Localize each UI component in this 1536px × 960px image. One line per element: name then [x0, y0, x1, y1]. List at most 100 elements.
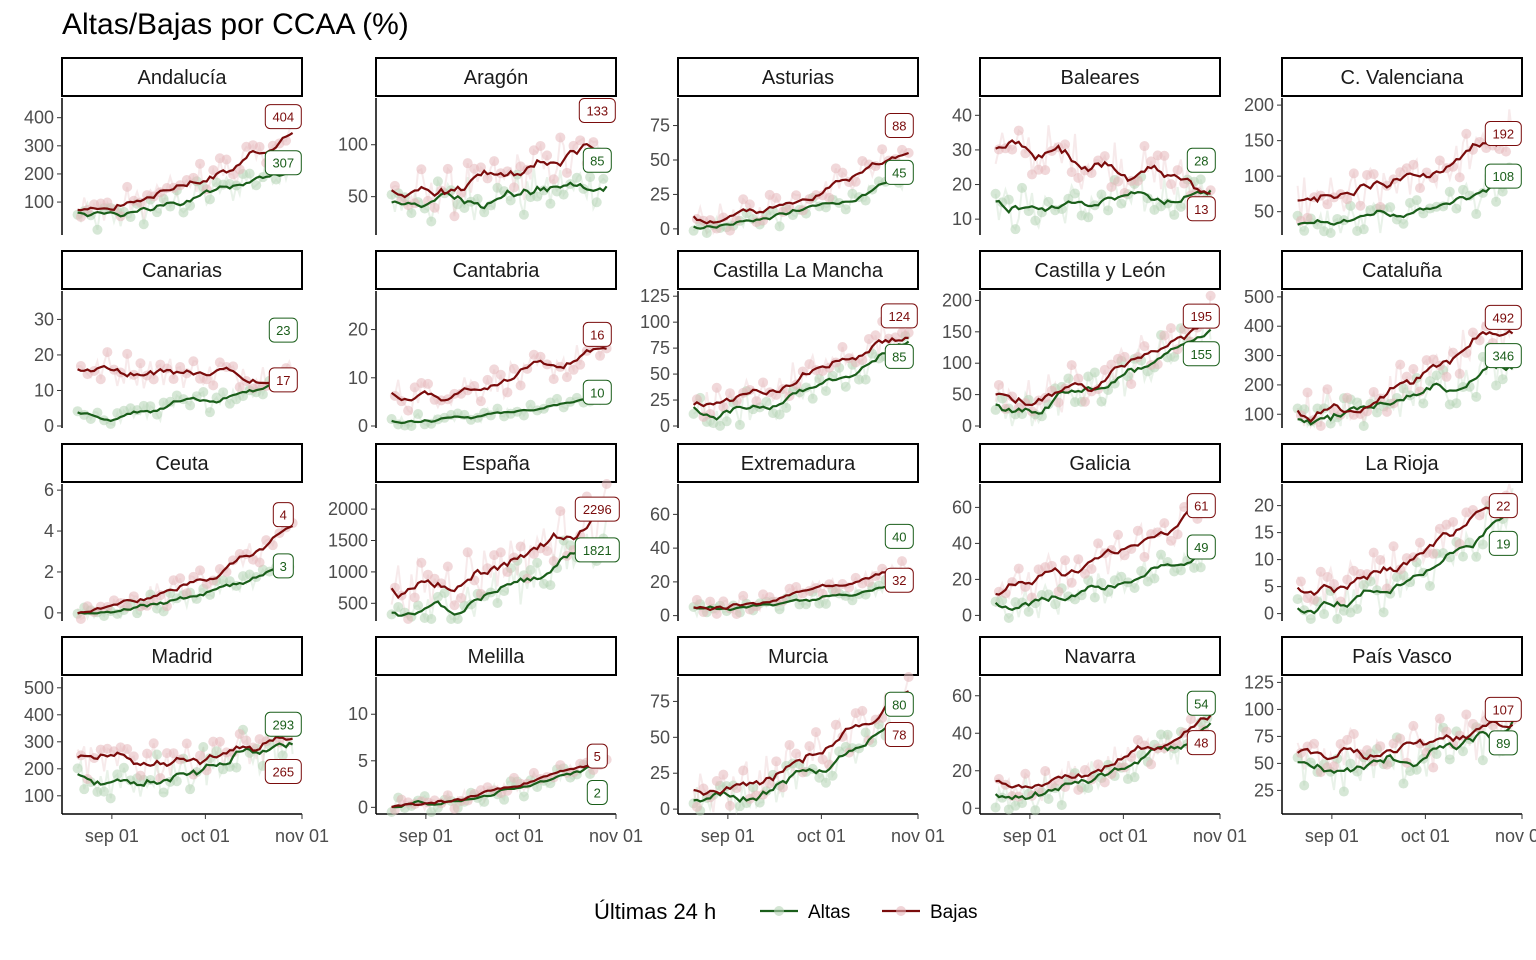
bajas-point	[442, 561, 453, 572]
x-tick-label: oct 01	[797, 826, 846, 846]
bajas-point	[1448, 739, 1459, 750]
y-tick-label: 0	[358, 416, 368, 436]
bajas-point	[535, 140, 546, 151]
bajas-point	[148, 374, 159, 385]
y-tick-label: 75	[650, 116, 670, 136]
bajas-value-label-box	[582, 321, 612, 347]
altas-trend-line	[994, 722, 1212, 801]
bajas-point	[234, 382, 245, 393]
bajas-point	[228, 361, 239, 372]
altas-point	[840, 381, 851, 392]
altas-point	[138, 219, 149, 230]
altas-point	[1043, 196, 1054, 207]
altas-point	[585, 172, 596, 183]
bajas-point	[502, 566, 513, 577]
bajas-point	[744, 199, 755, 210]
bajas-point	[1152, 527, 1163, 538]
bajas-point	[515, 380, 526, 391]
bajas-point	[495, 369, 506, 380]
altas-point	[218, 387, 229, 398]
bajas-point	[555, 132, 566, 143]
bajas-point	[903, 147, 914, 158]
altas-point	[1431, 749, 1442, 760]
bajas-point	[234, 164, 245, 175]
chart-title: Altas/Bajas por CCAA (%)	[62, 8, 409, 41]
bajas-trend-line	[390, 504, 608, 600]
altas-point	[1096, 577, 1107, 588]
y-tick-label: 30	[34, 309, 54, 329]
bajas-value-label: 5	[594, 749, 601, 764]
bajas-point	[469, 381, 480, 392]
bajas-point	[811, 727, 822, 738]
bajas-point	[389, 180, 400, 191]
bajas-point	[731, 608, 742, 619]
altas-trend-line	[994, 549, 1212, 611]
bajas-point	[718, 402, 729, 413]
bajas-point	[870, 330, 881, 341]
altas-point	[525, 399, 536, 410]
facet-strip	[677, 250, 919, 290]
facet-strip-label: Cantabria	[453, 260, 541, 282]
altas-trend-line	[693, 180, 909, 230]
y-tick-label: 10	[1254, 550, 1274, 570]
altas-point	[1491, 380, 1502, 391]
y-tick-label: 1000	[328, 562, 368, 582]
altas-value-label: 293	[272, 717, 294, 732]
bajas-point	[181, 738, 192, 749]
altas-point	[1398, 383, 1409, 394]
facet-strip-label: Castilla y León	[1034, 260, 1165, 282]
y-tick-label: 200	[1244, 95, 1274, 115]
bajas-point	[1408, 363, 1419, 374]
y-tick-label: 50	[650, 727, 670, 747]
bajas-value-label-box	[1484, 121, 1522, 147]
bajas-value-label-box	[884, 721, 914, 747]
bajas-point	[711, 776, 722, 787]
altas-trend-line	[1297, 720, 1514, 774]
bajas-point	[724, 225, 735, 236]
y-tick-label: 50	[1254, 202, 1274, 222]
bajas-point	[449, 600, 460, 611]
bajas-point	[1309, 594, 1320, 605]
bajas-point	[877, 144, 888, 155]
bajas-value-label: 88	[892, 119, 906, 134]
bajas-point	[1381, 180, 1392, 191]
y-tick-label: 10	[34, 380, 54, 400]
altas-point	[1458, 551, 1469, 562]
altas-point	[492, 597, 503, 608]
legend-item-label: Altas	[808, 902, 850, 923]
altas-point	[479, 796, 490, 807]
altas-value-label-box	[574, 537, 620, 563]
altas-point	[465, 599, 476, 610]
y-tick-label: 50	[1254, 753, 1274, 773]
bajas-point	[771, 756, 782, 767]
bajas-value-label: 32	[892, 573, 906, 588]
x-tick-label: sep 01	[399, 826, 453, 846]
altas-value-label-box	[1182, 341, 1220, 367]
bajas-point	[82, 601, 93, 612]
y-tick-label: 20	[952, 569, 972, 589]
altas-trend-line	[692, 340, 910, 421]
bajas-point	[1342, 734, 1353, 745]
y-tick-label: 20	[650, 572, 670, 592]
altas-point	[211, 746, 222, 757]
bajas-point	[1501, 146, 1512, 157]
altas-point	[1089, 367, 1100, 378]
y-tick-label: 10	[348, 368, 368, 388]
altas-point	[1003, 194, 1014, 205]
y-tick-label: 0	[44, 603, 54, 623]
x-tick-label: nov 01	[1495, 826, 1536, 846]
bajas-point	[691, 394, 702, 405]
bajas-value-label-box	[264, 104, 302, 130]
y-tick-label: 75	[650, 338, 670, 358]
bajas-point	[1099, 777, 1110, 788]
y-tick-label: 50	[348, 187, 368, 207]
altas-point	[571, 172, 582, 183]
altas-point	[231, 762, 242, 773]
altas-point	[1325, 418, 1336, 429]
altas-value-label-box	[1488, 530, 1518, 556]
bajas-point	[764, 778, 775, 789]
altas-point	[1477, 755, 1488, 766]
y-tick-label: 20	[952, 175, 972, 195]
y-tick-label: 50	[650, 150, 670, 170]
bajas-trend-line	[77, 364, 294, 385]
